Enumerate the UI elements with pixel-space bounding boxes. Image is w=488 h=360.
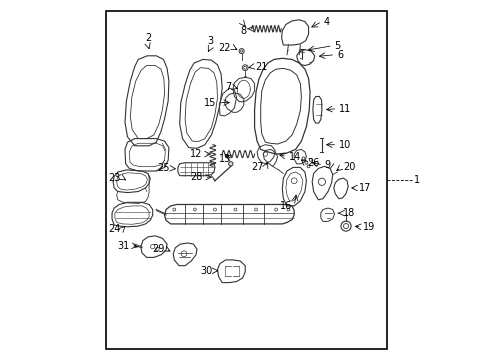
Text: 13: 13 bbox=[219, 154, 231, 164]
Text: 8: 8 bbox=[240, 26, 246, 36]
Text: 22: 22 bbox=[218, 42, 231, 53]
Text: 25: 25 bbox=[157, 163, 170, 174]
Text: 16: 16 bbox=[280, 201, 292, 211]
Text: 2: 2 bbox=[144, 33, 151, 43]
Text: 15: 15 bbox=[204, 98, 216, 108]
Text: 19: 19 bbox=[363, 222, 375, 232]
Text: 24: 24 bbox=[108, 224, 121, 234]
Text: 28: 28 bbox=[190, 172, 202, 182]
Text: 12: 12 bbox=[190, 149, 202, 159]
Text: 6: 6 bbox=[336, 50, 343, 60]
Text: 7: 7 bbox=[224, 82, 231, 92]
Circle shape bbox=[228, 162, 232, 166]
Text: 18: 18 bbox=[342, 208, 354, 218]
Text: 11: 11 bbox=[339, 104, 351, 114]
Text: 5: 5 bbox=[334, 41, 340, 51]
Text: 29: 29 bbox=[152, 244, 164, 254]
Text: 17: 17 bbox=[358, 183, 370, 193]
Text: 21: 21 bbox=[255, 62, 267, 72]
Text: 23: 23 bbox=[108, 173, 121, 183]
Text: 3: 3 bbox=[207, 36, 213, 46]
Text: 27: 27 bbox=[250, 162, 263, 172]
Text: 9: 9 bbox=[324, 160, 330, 170]
Text: 26: 26 bbox=[306, 158, 319, 168]
Text: 30: 30 bbox=[200, 266, 212, 276]
Text: 4: 4 bbox=[323, 17, 329, 27]
Text: 10: 10 bbox=[339, 140, 351, 150]
Text: 20: 20 bbox=[342, 162, 354, 172]
Bar bbox=[106, 11, 386, 349]
Text: 31: 31 bbox=[117, 240, 129, 251]
Text: 1: 1 bbox=[413, 175, 419, 185]
Text: 14: 14 bbox=[288, 152, 301, 162]
